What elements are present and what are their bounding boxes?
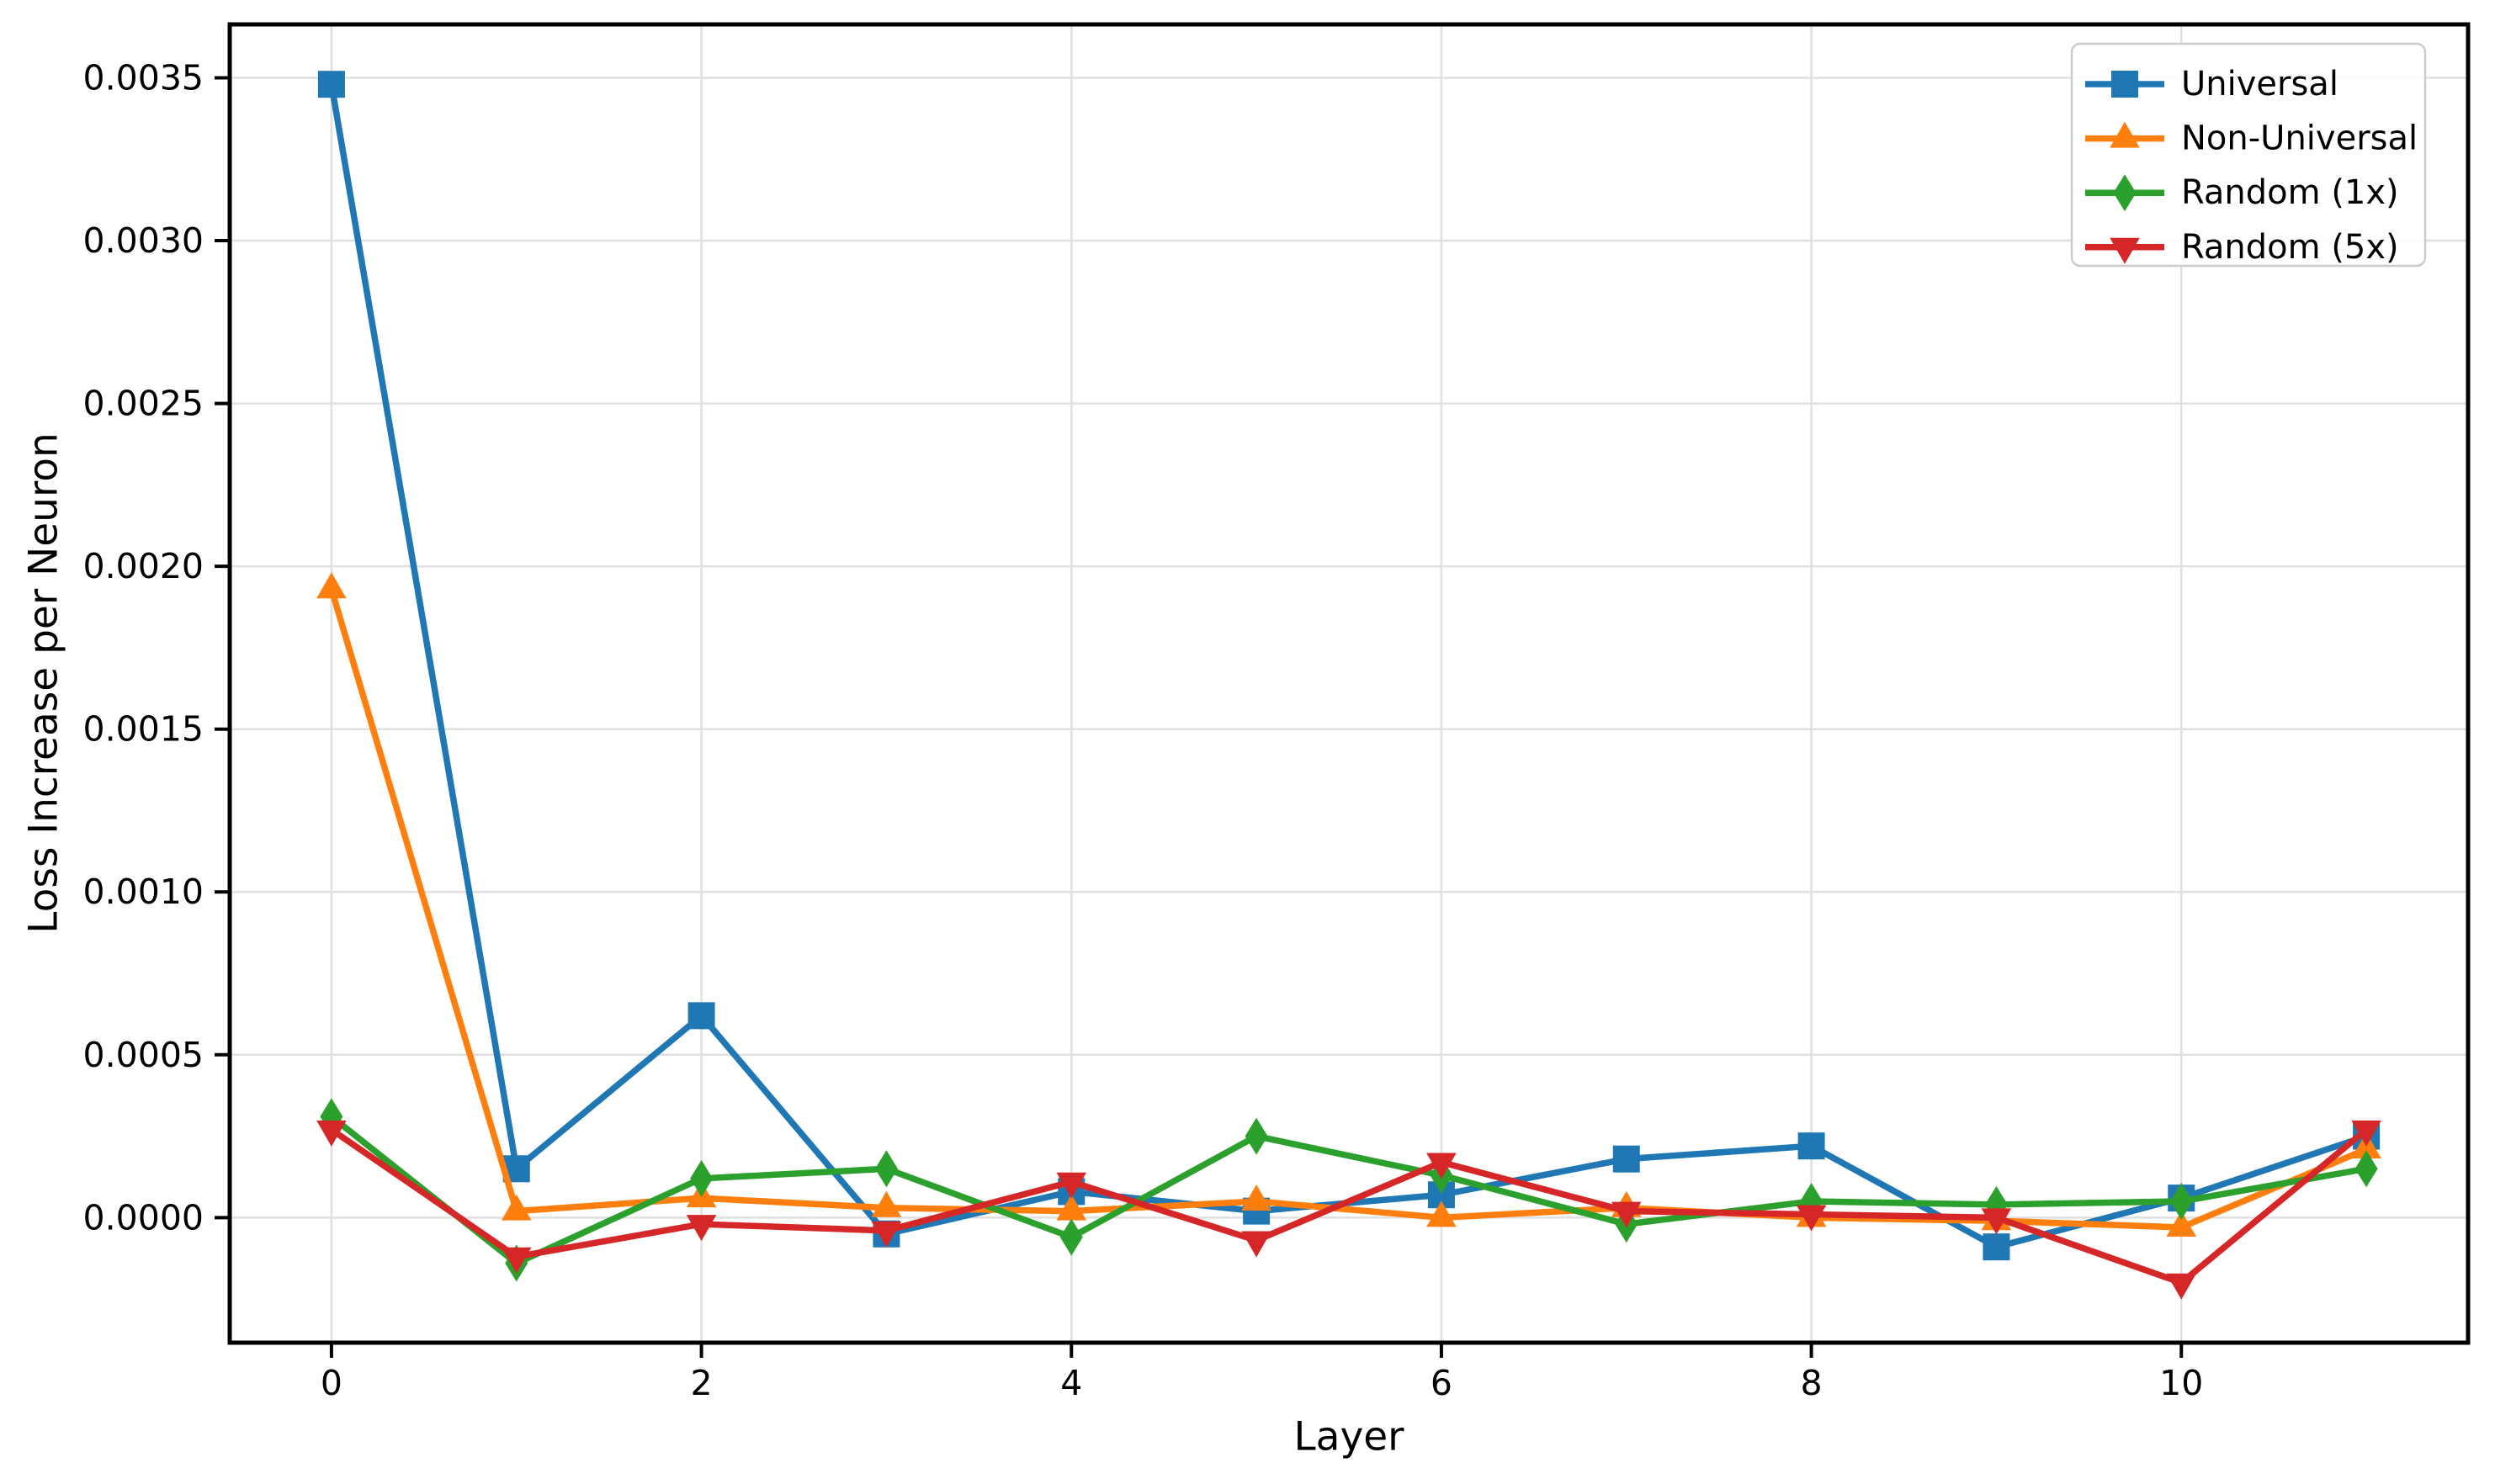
series-line-non-universal [328,586,2370,1231]
data-series [316,71,2381,1300]
legend-label: Non-Universal [2181,119,2418,158]
series-line-random-1x [328,1113,2370,1267]
x-tick-label: 10 [2159,1363,2203,1403]
series-line-universal [328,81,2370,1250]
x-axis-label: Layer [1293,1414,1404,1460]
y-tick-label: 0.0005 [83,1035,204,1075]
y-tick-label: 0.0010 [83,872,204,912]
x-tick-label: 2 [691,1363,713,1403]
marker-non-universal [1426,1200,1457,1227]
x-tick-label: 0 [321,1363,342,1403]
marker-random-5x [2351,1120,2381,1147]
y-axis-label: Loss Increase per Neuron [21,432,67,934]
axis-ticks: 0 2 4 6 8 10 0.0000 0.0005 0.0010 0.0015 0.0020 0.0… [83,57,2204,1403]
marker-non-universal [1241,1184,1271,1211]
series-non-universal [316,572,2381,1237]
marker-random-5x [501,1247,532,1274]
legend-marker-random-5x [2110,237,2140,264]
marker-non-universal [2166,1210,2197,1237]
marker-random-5x [1056,1172,1087,1199]
y-tick-label: 0.0020 [83,546,204,586]
legend-item-universal: Universal [2085,65,2338,103]
legend-label: Universal [2181,65,2338,103]
marker-non-universal [871,1190,902,1217]
x-tick-label: 6 [1431,1363,1452,1403]
series-universal [317,71,2381,1261]
legend-marker-universal [2111,71,2138,98]
marker-random-1x [1245,1117,1268,1155]
marker-random-5x [1611,1201,1642,1228]
plot-border [227,22,2471,1345]
y-tick-label: 0.0025 [83,384,204,424]
marker-random-1x [874,1150,898,1188]
y-tick-label: 0.0030 [83,220,204,261]
marker-non-universal [1056,1194,1087,1221]
marker-universal [687,1002,715,1030]
marker-universal [1983,1233,2010,1261]
legend-item-random-1x: Random (1x) [2085,173,2399,212]
marker-random-5x [2166,1273,2197,1300]
y-tick-label: 0.0035 [83,57,204,98]
legend-item-non-universal: Non-Universal [2085,119,2418,158]
marker-non-universal [316,572,347,599]
marker-universal [1797,1132,1825,1160]
legend-box [2070,42,2427,268]
marker-random-1x [690,1159,714,1197]
marker-random-5x [1426,1153,1457,1179]
marker-random-1x [2169,1182,2193,1220]
legend-marker-random-1x [2113,174,2137,212]
marker-random-5x [686,1215,717,1242]
marker-random-5x [316,1120,347,1147]
legend-label: Random (1x) [2181,173,2399,212]
x-tick-label: 4 [1060,1363,1082,1403]
series-random-5x [316,1120,2381,1300]
axes-frame [227,22,2471,1345]
marker-random-5x [1241,1231,1271,1258]
legend-marker-non-universal [2110,121,2140,148]
legend: Universal Non-Universal Random (1x) Random … [2070,42,2427,268]
marker-random-1x [2354,1150,2378,1188]
legend-item-random-5x: Random (5x) [2085,228,2399,267]
marker-non-universal [501,1194,532,1221]
series-random-1x [320,1098,2378,1282]
x-tick-label: 8 [1801,1363,1823,1403]
grid-lines [230,24,2468,1343]
marker-random-5x [871,1221,902,1248]
series-line-random-5x [328,1126,2370,1286]
marker-universal [1612,1145,1640,1173]
marker-random-5x [1981,1208,2012,1235]
marker-universal [317,71,345,98]
y-tick-label: 0.0015 [83,709,204,750]
marker-random-5x [1796,1205,1827,1232]
marker-random-1x [1059,1218,1083,1256]
legend-label: Random (5x) [2181,228,2399,267]
y-tick-label: 0.0000 [83,1197,204,1238]
